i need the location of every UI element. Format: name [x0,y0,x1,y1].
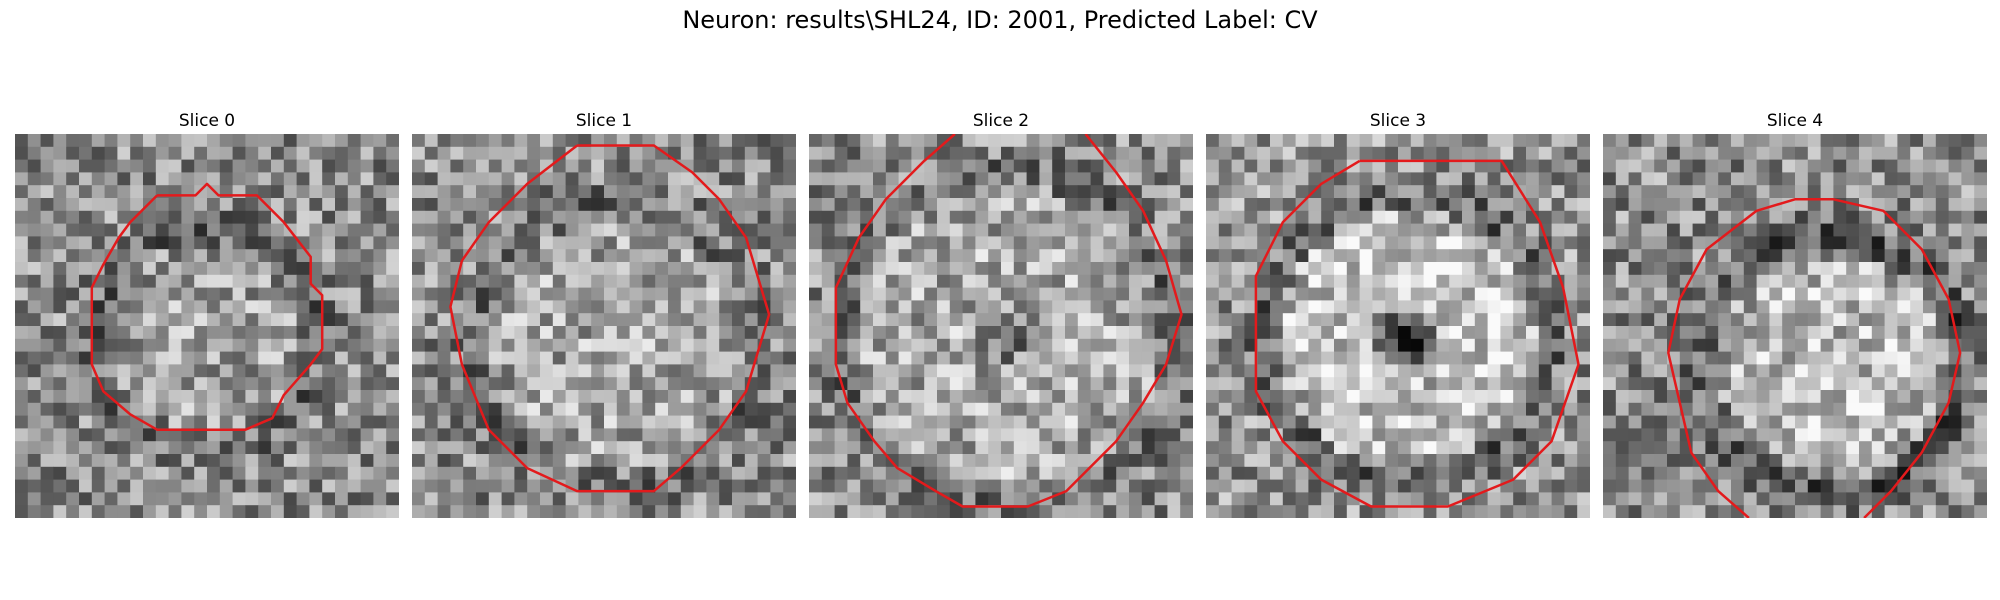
contour-line [834,134,1183,508]
slice-pixels [412,134,796,518]
slice-image [1603,134,1987,518]
slice-image [15,134,399,518]
slice-panel-1: Slice 1 [412,108,796,518]
slice-panel-4: Slice 4 [1603,108,1987,518]
slice-pixels [809,134,1193,518]
slice-pixels [1603,134,1987,518]
slice-title: Slice 2 [972,111,1030,131]
slice-panel-0: Slice 0 [15,108,399,518]
slice-title: Slice 0 [178,111,236,131]
slice-title: Slice 3 [1369,111,1427,131]
slice-image [1206,134,1590,518]
contour-line [1667,198,1962,518]
slice-panel-2: Slice 2 [809,108,1193,518]
slice-image [412,134,796,518]
slice-title: Slice 4 [1766,111,1824,131]
slice-panel-3: Slice 3 [1206,108,1590,518]
figure-title: Neuron: results\SHL24, ID: 2001, Predict… [682,6,1318,34]
contour-line [1254,159,1580,508]
slice-image [809,134,1193,518]
slice-pixels [15,134,399,518]
slice-title: Slice 1 [575,111,633,131]
contour-line [449,144,771,493]
contour-line [90,182,324,431]
slice-pixels [1206,134,1590,518]
